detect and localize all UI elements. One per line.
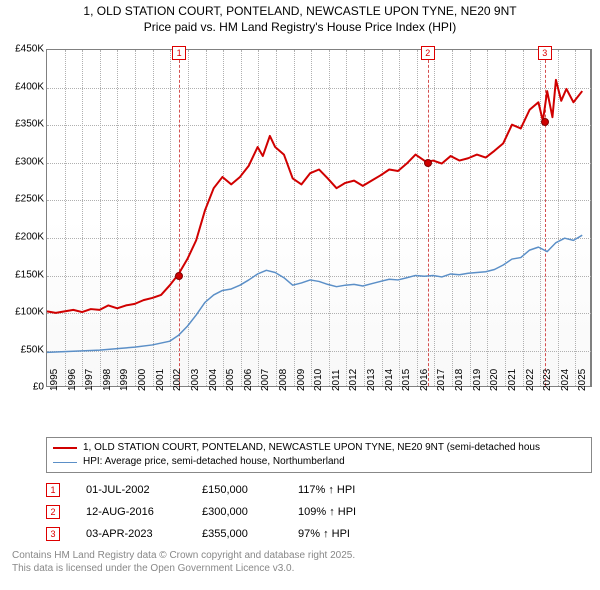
event-date: 12-AUG-2016 — [86, 506, 176, 518]
x-tick-label: 2006 — [243, 369, 254, 391]
event-row: 3 03-APR-2023 £355,000 97% ↑ HPI — [46, 527, 592, 541]
x-tick-label: 2002 — [172, 369, 183, 391]
x-tick-label: 2024 — [560, 369, 571, 391]
event-price: £300,000 — [202, 506, 272, 518]
y-tick-label: £350K — [15, 119, 44, 130]
reference-label-box: 1 — [172, 46, 186, 60]
line-series-svg — [47, 50, 591, 386]
x-tick-label: 1999 — [119, 369, 130, 391]
y-tick-label: £250K — [15, 194, 44, 205]
x-tick-label: 2020 — [489, 369, 500, 391]
event-pct: 117% ↑ HPI — [298, 484, 355, 496]
y-tick-label: £50K — [21, 344, 44, 355]
event-date: 03-APR-2023 — [86, 528, 176, 540]
event-date: 01-JUL-2002 — [86, 484, 176, 496]
y-tick-label: £150K — [15, 269, 44, 280]
x-tick-label: 2022 — [525, 369, 536, 391]
event-number-box: 2 — [46, 505, 60, 519]
y-tick-label: £0 — [33, 382, 44, 393]
x-tick-label: 2014 — [384, 369, 395, 391]
legend: 1, OLD STATION COURT, PONTELAND, NEWCAST… — [46, 437, 592, 473]
legend-item: 1, OLD STATION COURT, PONTELAND, NEWCAST… — [53, 441, 585, 455]
event-marker-dot — [541, 118, 549, 126]
title-line-2: Price paid vs. HM Land Registry's House … — [4, 20, 596, 36]
title-line-1: 1, OLD STATION COURT, PONTELAND, NEWCAST… — [4, 4, 596, 20]
y-tick-label: £450K — [15, 44, 44, 55]
x-tick-label: 2018 — [454, 369, 465, 391]
x-tick-label: 2007 — [260, 369, 271, 391]
footer-line-1: Contains HM Land Registry data © Crown c… — [12, 549, 592, 562]
event-marker-dot — [424, 159, 432, 167]
x-tick-label: 2023 — [542, 369, 553, 391]
x-tick-label: 2003 — [190, 369, 201, 391]
chart-container: 1, OLD STATION COURT, PONTELAND, NEWCAST… — [0, 0, 600, 579]
y-tick-label: £400K — [15, 81, 44, 92]
series-property — [47, 80, 582, 313]
y-tick-label: £100K — [15, 307, 44, 318]
x-tick-label: 2010 — [313, 369, 324, 391]
event-row: 2 12-AUG-2016 £300,000 109% ↑ HPI — [46, 505, 592, 519]
x-tick-label: 2013 — [366, 369, 377, 391]
x-tick-label: 2011 — [331, 370, 342, 392]
event-price: £150,000 — [202, 484, 272, 496]
legend-swatch — [53, 462, 77, 463]
event-pct: 109% ↑ HPI — [298, 506, 356, 518]
y-tick-label: £300K — [15, 156, 44, 167]
x-tick-label: 1995 — [49, 369, 60, 391]
chart-area: £0 £50K £100K £150K £200K £250K £300K £350K £400… — [4, 41, 596, 431]
x-tick-label: 2025 — [577, 369, 588, 391]
event-number-box: 1 — [46, 483, 60, 497]
x-tick-label: 2019 — [472, 369, 483, 391]
x-tick-label: 2008 — [278, 369, 289, 391]
x-tick-label: 2005 — [225, 369, 236, 391]
event-number-box: 3 — [46, 527, 60, 541]
x-tick-label: 2012 — [348, 369, 359, 391]
footer-line-2: This data is licensed under the Open Gov… — [12, 562, 592, 575]
x-tick-label: 1998 — [102, 369, 113, 391]
x-tick-label: 1997 — [84, 369, 95, 391]
x-tick-label: 2004 — [208, 369, 219, 391]
x-tick-label: 2000 — [137, 369, 148, 391]
reference-label-box: 2 — [421, 46, 435, 60]
legend-label: 1, OLD STATION COURT, PONTELAND, NEWCAST… — [83, 441, 540, 455]
plot-area: 1 2 3 — [46, 49, 592, 387]
legend-label: HPI: Average price, semi-detached house,… — [83, 455, 345, 469]
series-hpi — [47, 235, 582, 352]
x-tick-label: 2015 — [401, 369, 412, 391]
event-pct: 97% ↑ HPI — [298, 528, 350, 540]
y-tick-label: £200K — [15, 231, 44, 242]
event-row: 1 01-JUL-2002 £150,000 117% ↑ HPI — [46, 483, 592, 497]
event-marker-dot — [175, 272, 183, 280]
x-tick-label: 2001 — [155, 369, 166, 391]
event-price: £355,000 — [202, 528, 272, 540]
chart-title: 1, OLD STATION COURT, PONTELAND, NEWCAST… — [4, 4, 596, 35]
legend-item: HPI: Average price, semi-detached house,… — [53, 455, 585, 469]
reference-label-box: 3 — [538, 46, 552, 60]
footer-attribution: Contains HM Land Registry data © Crown c… — [12, 549, 592, 575]
x-tick-label: 2017 — [436, 369, 447, 391]
x-tick-label: 2021 — [507, 369, 518, 391]
x-tick-label: 1996 — [67, 369, 78, 391]
legend-swatch — [53, 447, 77, 449]
x-tick-label: 2009 — [296, 369, 307, 391]
x-tick-label: 2016 — [419, 369, 430, 391]
event-table: 1 01-JUL-2002 £150,000 117% ↑ HPI 2 12-AUG-20… — [46, 483, 592, 541]
